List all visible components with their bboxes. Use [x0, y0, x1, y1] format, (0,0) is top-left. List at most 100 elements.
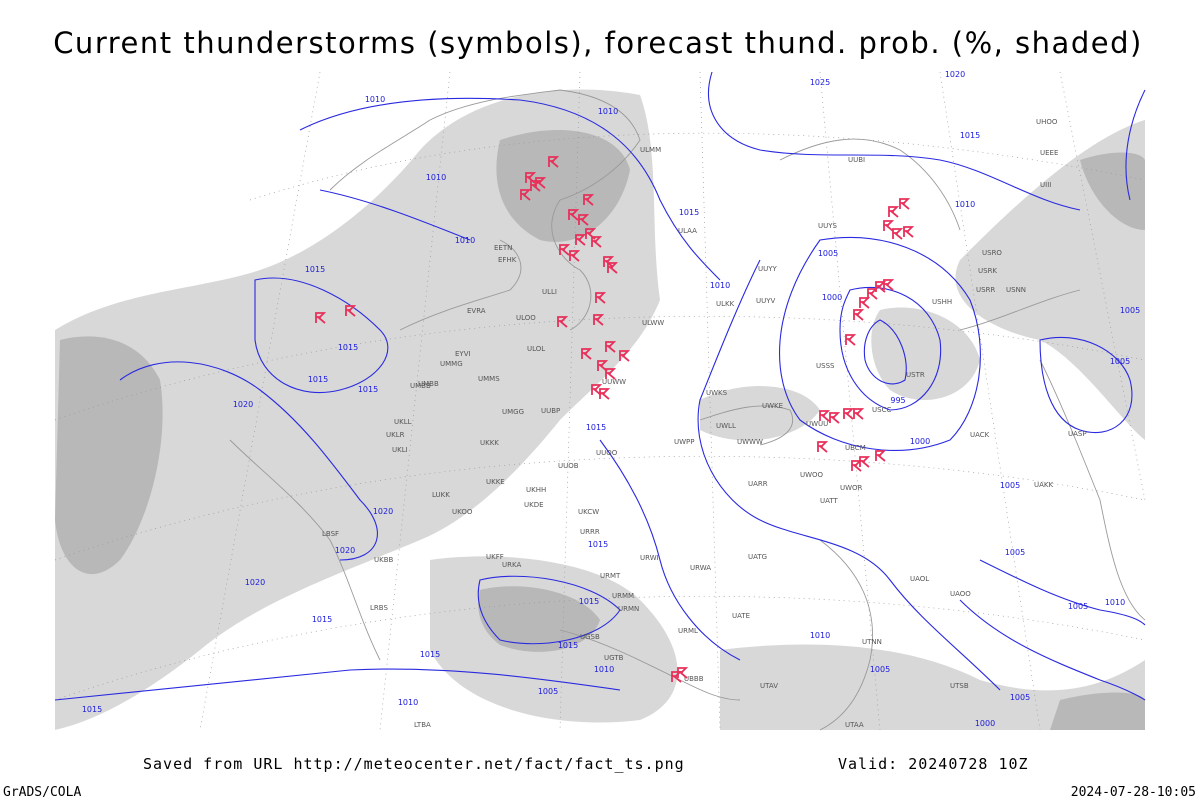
isobar-label: 1025: [810, 78, 830, 87]
thunderstorm-symbol: [899, 198, 911, 210]
station-label: UWOR: [840, 484, 863, 492]
thunderstorm-symbol: [829, 412, 841, 424]
station-label: URMN: [618, 605, 639, 613]
station-label: ULOO: [516, 314, 536, 322]
thunderstorm-symbol: [548, 156, 560, 168]
station-label: ULOL: [527, 345, 545, 353]
station-label: UAOO: [950, 590, 971, 598]
station-label: UTSB: [950, 682, 969, 690]
station-label: EETN: [494, 244, 512, 252]
station-label: UKFF: [486, 553, 504, 561]
isobar-label: 1020: [233, 400, 253, 409]
isobar-label: 1000: [910, 437, 930, 446]
isobar-label: 1015: [586, 423, 606, 432]
thunderstorm-symbol: [578, 214, 590, 226]
thunderstorm-symbol: [817, 441, 829, 453]
isobar-label: 1015: [308, 375, 328, 384]
station-label: UKLR: [386, 431, 405, 439]
station-label: LBSF: [322, 530, 339, 538]
timestamp: 2024-07-28-10:05: [1071, 785, 1196, 800]
isobar-label: 1015: [579, 597, 599, 606]
isobar-label: 1020: [373, 507, 393, 516]
station-label: USCC: [872, 406, 891, 414]
station-label: URRR: [580, 528, 600, 536]
thunderstorm-symbol: [605, 341, 617, 353]
isobar-label: 1010: [365, 95, 385, 104]
thunderstorm-symbol: [867, 288, 879, 300]
isobar-label: 1005: [1005, 548, 1025, 557]
thunderstorm-symbol: [853, 309, 865, 321]
station-label: UUBI: [848, 156, 865, 164]
isobar-label: 1010: [810, 631, 830, 640]
thunderstorm-symbol: [883, 220, 895, 232]
thunderstorm-symbol: [591, 384, 603, 396]
station-label: UKCW: [578, 508, 599, 516]
isobar-label: 1010: [955, 200, 975, 209]
isobar-label: 1005: [818, 249, 838, 258]
station-label: LTBA: [414, 721, 431, 729]
map-title: Current thunderstorms (symbols), forecas…: [53, 26, 1143, 60]
station-label: UMMS: [478, 375, 500, 383]
station-label: UHOO: [1036, 118, 1058, 126]
thunderstorm-symbol: [591, 236, 603, 248]
station-label: UWUU: [806, 420, 828, 428]
station-label: UUYS: [818, 222, 838, 230]
station-label: UMBB: [410, 382, 431, 390]
thunderstorm-symbol: [595, 292, 607, 304]
station-label: UUYY: [758, 265, 778, 273]
station-label: UUYV: [756, 297, 776, 305]
station-label: UWWW: [737, 438, 763, 446]
isobars: [54, 71, 1146, 701]
station-label: URKA: [502, 561, 521, 569]
station-label: ULMM: [640, 146, 661, 154]
thunderstorm-symbol: [315, 312, 327, 324]
station-label: USRR: [976, 286, 995, 294]
source-url: Saved from URL http://meteocenter.net/fa…: [143, 755, 685, 773]
isobar-label: 1015: [305, 265, 325, 274]
station-label: EYVI: [455, 350, 471, 358]
station-label: UKKE: [486, 478, 505, 486]
thunderstorm-symbol: [605, 368, 617, 380]
isobar-label: 1015: [358, 385, 378, 394]
station-label: LUKK: [432, 491, 450, 499]
isobar-label: 1015: [588, 540, 608, 549]
station-label: LRBS: [370, 604, 388, 612]
isobar-label: 1015: [679, 208, 699, 217]
station-label: UTAV: [760, 682, 778, 690]
map-labels: 1010 1010 1010 1010 1015 1015 1015 1015 1020 1020…: [82, 70, 1140, 729]
isobar-label: 1005: [1000, 481, 1020, 490]
station-label: ULAA: [678, 227, 697, 235]
station-label: UEEE: [1040, 149, 1058, 157]
station-label: UAKK: [1034, 481, 1054, 489]
thunderstorm-symbol: [875, 450, 887, 462]
station-label: UASP: [1068, 430, 1087, 438]
station-label: USNN: [1006, 286, 1026, 294]
station-label: UARR: [748, 480, 768, 488]
thunderstorm-symbol: [677, 667, 689, 679]
station-label: USSS: [816, 362, 835, 370]
thunderstorm-symbol: [345, 305, 357, 317]
isobar-label: 1010: [598, 107, 618, 116]
probability-shading-dark: [55, 130, 1145, 730]
station-label: EFHK: [498, 256, 517, 264]
station-label: UKLL: [394, 418, 412, 426]
station-label: UATE: [732, 612, 750, 620]
station-label: UGSB: [580, 633, 600, 641]
station-label: UKKK: [480, 439, 499, 447]
station-label: UGTB: [604, 654, 624, 662]
thunderstorm-symbol: [845, 334, 857, 346]
station-label: UWKS: [706, 389, 728, 397]
thunderstorm-symbol: [583, 194, 595, 206]
station-label: ULLI: [542, 288, 557, 296]
thunderstorm-symbol: [581, 348, 593, 360]
valid-time: Valid: 20240728 10Z: [838, 755, 1029, 773]
station-label: UUWW: [602, 378, 626, 386]
station-label: UBBB: [684, 675, 704, 683]
station-label: UKBB: [374, 556, 394, 564]
thunderstorm-symbol: [888, 206, 900, 218]
station-label: UWOO: [800, 471, 824, 479]
station-label: UWLL: [716, 422, 736, 430]
thunderstorm-symbol: [575, 234, 587, 246]
station-label: UWKE: [762, 402, 783, 410]
